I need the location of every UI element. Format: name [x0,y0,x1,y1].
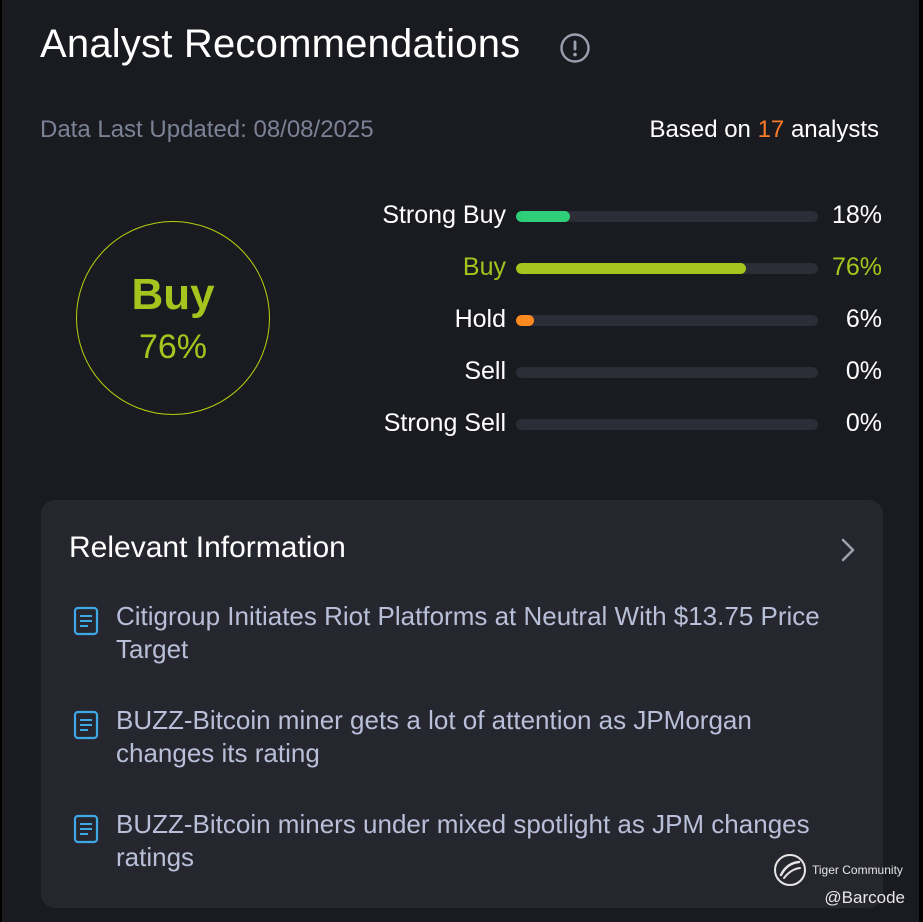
page-title: Analyst Recommendations [40,22,521,66]
rating-bar-track [516,315,818,326]
news-list: Citigroup Initiates Riot Platforms at Ne… [73,600,853,912]
relevant-information-title: Relevant Information [69,531,346,564]
info-circle-icon[interactable] [559,32,591,64]
rating-percent: 6% [845,305,882,333]
rating-row-strong-sell: Strong Sell 0% [332,402,884,454]
rating-row-strong-buy: Strong Buy 18% [332,194,884,246]
rating-percent: 76% [831,253,882,281]
relevant-information-card[interactable]: Relevant Information Citigroup Initiates… [41,500,883,908]
rating-label: Hold [454,305,506,333]
data-last-updated: Data Last Updated: 08/08/2025 [40,116,374,143]
news-item[interactable]: BUZZ-Bitcoin miners under mixed spotligh… [73,808,853,912]
news-headline[interactable]: Citigroup Initiates Riot Platforms at Ne… [116,601,820,664]
based-suffix: analysts [784,116,879,143]
rating-bar-track [516,211,818,222]
news-item[interactable]: Citigroup Initiates Riot Platforms at Ne… [73,600,853,704]
watermark-brand: Tiger Community [812,863,903,877]
rating-label: Strong Sell [383,409,506,437]
news-item[interactable]: BUZZ-Bitcoin miner gets a lot of attenti… [73,704,853,808]
rating-row-sell: Sell 0% [332,350,884,402]
rating-bar-fill [516,263,746,274]
news-headline[interactable]: BUZZ-Bitcoin miner gets a lot of attenti… [116,705,752,768]
analyst-count-summary: Based on 17 analysts [649,116,879,144]
chevron-right-icon[interactable] [839,537,857,563]
watermark-handle: @Barcode [824,888,905,907]
consensus-label: Buy [131,270,215,319]
document-icon [73,606,99,636]
rating-percent: 0% [845,357,882,385]
consensus-circle: Buy 76% [76,221,270,415]
rating-bar-fill [516,211,571,222]
based-prefix: Based on [649,116,758,143]
rating-percent: 0% [845,409,882,437]
rating-bar-track [516,263,818,274]
document-icon [73,814,99,844]
rating-label: Buy [462,253,506,281]
rating-row-buy: Buy 76% [332,246,884,298]
analyst-count: 17 [757,116,785,143]
rating-bar-track [516,419,818,430]
rating-bar-fill [516,315,535,326]
consensus-percent: 76% [138,328,208,366]
rating-label: Sell [464,357,506,385]
rating-distribution: Strong Buy 18% Buy 76% Hold 6% Sell 0% S… [332,194,884,454]
tiger-logo-icon [774,854,806,886]
rating-row-hold: Hold 6% [332,298,884,350]
document-icon [73,710,99,740]
news-headline[interactable]: BUZZ-Bitcoin miners under mixed spotligh… [116,809,810,872]
rating-bar-track [516,367,818,378]
rating-percent: 18% [831,201,882,229]
rating-label: Strong Buy [382,201,506,229]
